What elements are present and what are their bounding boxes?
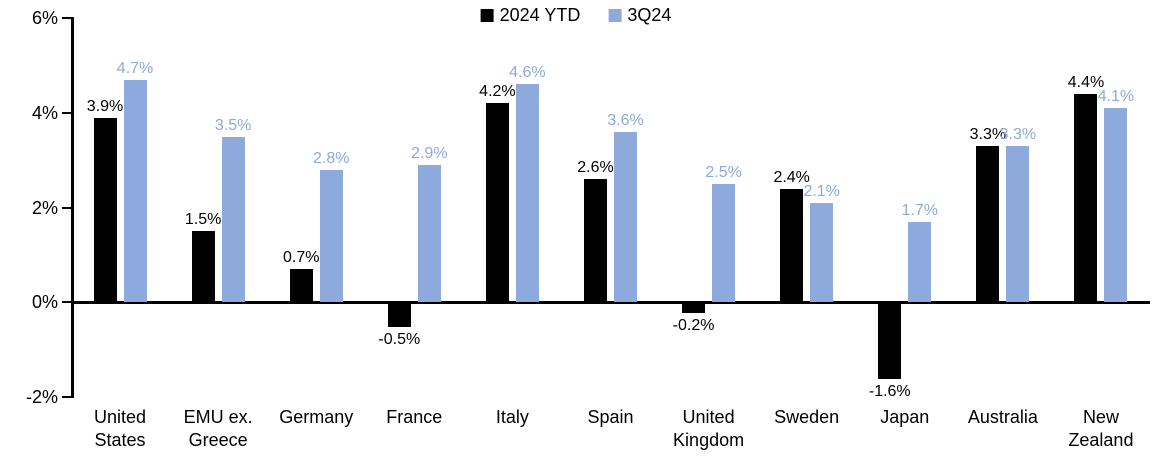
x-category-label-france: France — [386, 407, 443, 427]
y-tick-mark-2 — [62, 396, 71, 399]
value-label-3q24-france: 2.9% — [411, 144, 448, 162]
value-label-2024-ytd-italy: 4.2% — [479, 83, 516, 101]
value-label-2024-ytd-united-kingdom: -0.2% — [672, 316, 715, 334]
bar-3q24-japan — [908, 221, 932, 303]
value-label-3q24-united-kingdom: 2.5% — [705, 163, 742, 181]
bar-2024-ytd-new-zealand — [1074, 93, 1098, 303]
x-category-label-new-zealand: New Zealand — [1068, 407, 1134, 450]
y-tick-label-4: 4% — [31, 102, 58, 123]
bar-3q24-united-kingdom — [712, 183, 736, 303]
x-category-label-australia: Australia — [967, 407, 1038, 427]
y-tick-label-2: 2% — [31, 197, 58, 218]
x-category-label-sweden: Sweden — [774, 407, 840, 427]
value-label-2024-ytd-sweden: 2.4% — [773, 168, 810, 186]
value-label-3q24-emu-ex-greece: 3.5% — [214, 116, 252, 134]
bar-2024-ytd-emu-ex-greece — [191, 231, 215, 303]
value-label-3q24-spain: 3.6% — [607, 111, 644, 129]
bar-3q24-italy — [515, 84, 539, 303]
value-label-2024-ytd-united-states: 3.9% — [86, 97, 124, 115]
x-category-label-united-kingdom: United Kingdom — [673, 407, 745, 450]
x-category-label-italy: Italy — [495, 407, 529, 427]
bar-3q24-new-zealand — [1104, 108, 1128, 303]
value-label-2024-ytd-japan: -1.6% — [868, 383, 911, 401]
y-tick-mark-6 — [62, 17, 71, 19]
bar-2024-ytd-italy — [485, 103, 509, 303]
bar-3q24-germany — [319, 169, 343, 303]
bar-3q24-sweden — [810, 202, 834, 303]
x-category-label-united-states: United States — [94, 407, 147, 450]
bar-2024-ytd-australia — [976, 145, 1000, 303]
legend-label-3q24: 3Q24 — [627, 5, 672, 25]
x-axis-baseline — [71, 300, 1150, 304]
bar-2024-ytd-united-states — [93, 117, 117, 303]
legend-swatch-3q24 — [608, 9, 622, 22]
bar-2024-ytd-france — [387, 303, 411, 328]
y-tick-mark-0 — [62, 301, 71, 304]
bar-2024-ytd-sweden — [780, 188, 804, 303]
bar-3q24-united-states — [123, 79, 147, 303]
y-axis-line — [71, 17, 74, 399]
bar-2024-ytd-united-kingdom — [682, 303, 706, 313]
value-label-3q24-sweden: 2.1% — [803, 182, 840, 200]
x-category-label-japan: Japan — [880, 407, 930, 427]
value-label-2024-ytd-france: -0.5% — [378, 331, 421, 349]
bar-3q24-australia — [1006, 145, 1030, 303]
bar-2024-ytd-japan — [878, 303, 902, 380]
value-label-2024-ytd-germany: 0.7% — [282, 249, 320, 267]
value-label-3q24-united-states: 4.7% — [116, 59, 154, 77]
value-label-3q24-new-zealand: 4.1% — [1097, 88, 1135, 106]
y-tick-mark-4 — [62, 111, 71, 114]
value-label-2024-ytd-emu-ex-greece: 1.5% — [184, 211, 222, 229]
x-category-label-spain: Spain — [587, 407, 634, 427]
y-tick-label-0: 0% — [31, 292, 58, 313]
bar-3q24-france — [417, 164, 441, 303]
legend: 2024 YTD 3Q24 — [480, 5, 671, 26]
value-label-3q24-australia: 3.3% — [999, 125, 1037, 143]
y-tick-mark-2 — [62, 206, 71, 209]
value-label-3q24-italy: 4.6% — [509, 64, 546, 82]
x-category-label-germany: Germany — [279, 407, 354, 427]
bar-2024-ytd-spain — [584, 179, 607, 303]
legend-item-2024-ytd: 2024 YTD — [480, 5, 581, 26]
y-tick-label-6: 6% — [31, 8, 58, 28]
y-tick-label-2: -2% — [25, 387, 58, 408]
value-label-3q24-japan: 1.7% — [901, 201, 938, 219]
bar-3q24-spain — [614, 131, 637, 303]
legend-label-2024-ytd: 2024 YTD — [499, 5, 581, 25]
value-label-2024-ytd-australia: 3.3% — [969, 125, 1007, 143]
bar-3q24-emu-ex-greece — [221, 136, 245, 303]
bar-2024-ytd-germany — [289, 269, 313, 303]
value-label-3q24-germany: 2.8% — [312, 149, 350, 167]
legend-item-3q24: 3Q24 — [608, 5, 671, 26]
value-label-2024-ytd-new-zealand: 4.4% — [1067, 73, 1105, 91]
legend-swatch-2024-ytd — [480, 9, 494, 22]
value-label-2024-ytd-spain: 2.6% — [577, 159, 614, 177]
x-category-label-emu-ex-greece: EMU ex. Greece — [183, 407, 253, 450]
